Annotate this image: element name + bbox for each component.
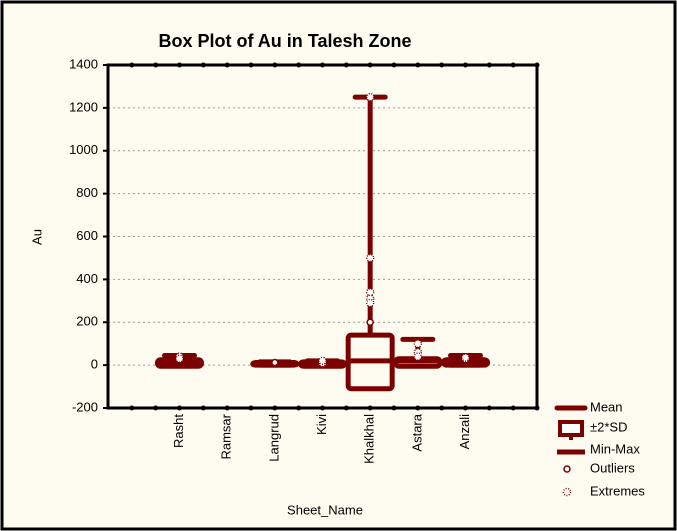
frame-dot: [320, 62, 325, 68]
extreme: [461, 353, 470, 362]
legend-outlier: [563, 465, 571, 473]
frame-dot: [224, 405, 230, 411]
frame-dot: [463, 62, 468, 68]
frame-dot: [343, 405, 349, 411]
frame-dot: [367, 405, 373, 411]
y-tick-label: 1000: [69, 142, 98, 157]
outlier: [271, 358, 279, 367]
extreme: [318, 356, 327, 366]
y-tick-label: 600: [76, 228, 98, 243]
extreme: [365, 253, 375, 263]
y-tick-label: 1400: [69, 56, 98, 71]
x-tick-label: Langrud: [266, 414, 281, 462]
frame-dot: [463, 405, 468, 411]
frame-dot: [534, 405, 540, 411]
y-axis-label: Au: [29, 229, 44, 245]
frame-dot: [534, 62, 540, 68]
legend-label: Extremes: [590, 483, 645, 498]
frame-dot: [248, 405, 254, 411]
extreme: [413, 339, 423, 348]
x-tick-label: Rasht: [171, 414, 186, 448]
legend-label: Min-Max: [590, 441, 640, 456]
extreme: [413, 352, 423, 361]
y-tick-label: 400: [76, 271, 98, 286]
frame-dot: [439, 62, 445, 68]
frame-dot: [200, 405, 206, 411]
frame-dot: [129, 62, 135, 68]
x-axis-label: Sheet_Name: [287, 502, 363, 517]
legend-label: ±2*SD: [590, 419, 627, 434]
frame-dot: [367, 62, 373, 68]
frame-dot: [391, 62, 397, 68]
y-tick-label: 200: [76, 314, 98, 329]
y-tick-label: -200: [72, 399, 98, 414]
legend-box: [558, 420, 584, 437]
x-tick-label: Khalkhal: [362, 414, 377, 464]
frame-dot: [153, 62, 159, 68]
frame-dot: [486, 405, 492, 411]
frame-dot: [510, 405, 516, 411]
legend-label: Mean: [590, 399, 623, 414]
y-tick-label: 800: [76, 185, 98, 200]
extreme: [365, 298, 375, 308]
frame-dot: [439, 405, 445, 411]
frame-dot: [224, 62, 230, 68]
x-tick-label: Kivi: [314, 414, 329, 435]
frame-dot: [129, 405, 135, 411]
y-tick-label: 0: [91, 357, 98, 372]
x-tick-label: Astara: [409, 413, 424, 451]
outlier: [366, 318, 374, 326]
legend-extreme: [562, 487, 572, 497]
frame-dot: [510, 62, 516, 68]
frame-dot: [343, 62, 349, 68]
y-tick-label: 1200: [69, 99, 98, 114]
frame-dot: [272, 62, 278, 68]
x-tick-label: Ramsar: [219, 413, 234, 459]
frame-dot: [486, 62, 492, 68]
extreme: [175, 354, 184, 363]
legend-label: Outliers: [590, 460, 635, 475]
frame-dot: [415, 62, 421, 68]
frame-dot: [320, 405, 325, 411]
extreme: [365, 92, 375, 102]
frame-dot: [153, 405, 159, 411]
x-tick-label: Anzali: [457, 414, 472, 450]
chart-title: Box Plot of Au in Talesh Zone: [158, 31, 411, 51]
frame-dot: [248, 62, 254, 68]
frame-dot: [415, 405, 421, 411]
frame-dot: [391, 405, 397, 411]
frame-dot: [296, 405, 302, 411]
extreme: [365, 287, 375, 297]
frame-dot: [200, 62, 206, 68]
frame-dot: [272, 405, 278, 411]
frame-dot: [177, 405, 182, 411]
frame-dot: [296, 62, 302, 68]
frame-dot: [177, 62, 182, 68]
